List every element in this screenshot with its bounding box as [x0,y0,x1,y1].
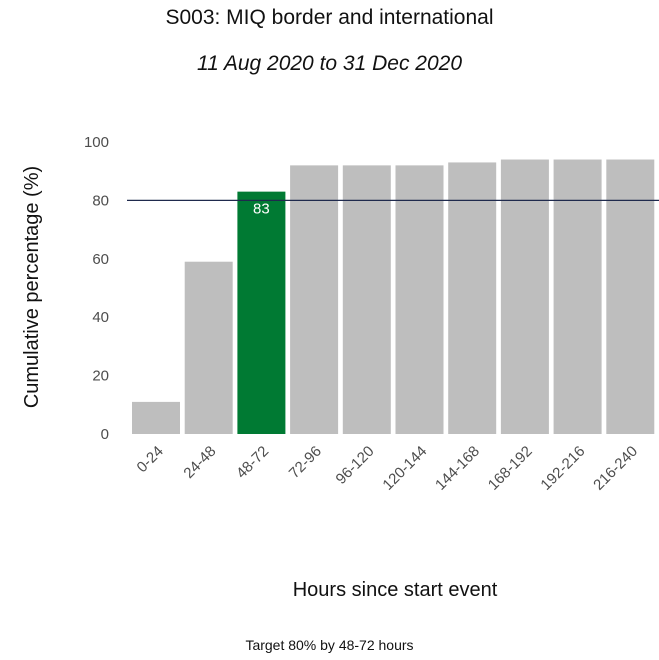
y-axis-ticks: 0 20 40 60 80 100 [84,134,109,443]
x-tick-label: 120-144 [379,443,430,494]
bar-168-192 [500,159,549,434]
bar-96-120 [342,165,391,435]
chart-subtitle: 11 Aug 2020 to 31 Dec 2020 [196,52,463,75]
x-axis-title: Hours since start event [293,579,498,601]
bar-120-144 [395,165,444,435]
x-tick-label: 72-96 [286,443,325,482]
x-tick-label: 192-216 [537,443,588,494]
y-tick-label: 40 [92,309,109,326]
x-tick-label: 144-168 [432,443,483,494]
y-tick-label: 60 [92,251,109,268]
y-tick-label: 100 [84,134,109,151]
x-tick-label: 216-240 [590,443,641,494]
chart-caption: Target 80% by 48-72 hours [245,637,414,653]
bar-0-24 [132,401,180,434]
data-labels: 83 [253,201,270,218]
bars [132,159,655,435]
bar-value-label: 83 [253,201,270,218]
bar-192-216 [553,159,602,434]
x-tick-label: 24-48 [180,443,219,482]
bar-48-72 [237,191,286,434]
x-tick-label: 96-120 [333,443,378,488]
bar-24-48 [184,261,233,434]
y-tick-label: 0 [101,426,109,443]
x-axis-ticks: 0-24 24-48 48-72 72-96 96-120 120-144 144-168 1… [134,443,642,494]
y-axis-title: Cumulative percentage (%) [21,166,43,408]
bar-72-96 [290,165,339,435]
y-tick-label: 20 [92,368,109,385]
y-tick-label: 80 [92,192,109,209]
bar-216-240 [606,159,655,434]
x-tick-label: 168-192 [485,443,536,494]
bar-144-168 [448,162,497,434]
x-tick-label: 0-24 [134,443,167,476]
x-tick-label: 48-72 [233,443,272,482]
chart-title: S003: MIQ border and international [165,6,494,29]
